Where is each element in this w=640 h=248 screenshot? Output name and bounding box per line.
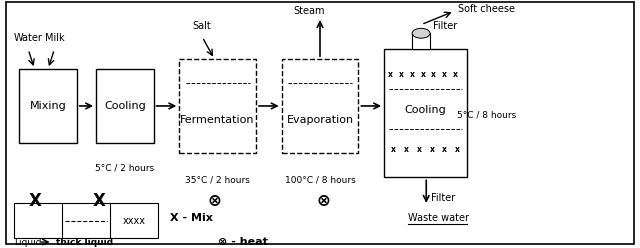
Text: 100°C / 8 hours: 100°C / 8 hours [285,175,355,185]
Bar [19,69,77,143]
Text: ⊗ - heat: ⊗ - heat [218,237,268,247]
Text: x: x [417,145,422,154]
Text: Mixing: Mixing [29,101,67,111]
Text: X: X [93,192,106,210]
Text: Liquid: Liquid [14,238,42,247]
Text: Steam: Steam [293,6,325,16]
Text: x: x [442,145,447,154]
Bar [96,69,154,143]
Text: Fermentation: Fermentation [180,115,255,125]
Text: x: x [420,70,426,79]
Text: Salt: Salt [193,21,212,31]
Text: Filter: Filter [431,193,455,203]
Text: xxxx: xxxx [123,216,145,226]
Text: Evaporation: Evaporation [287,115,353,125]
Bar [282,59,358,153]
Text: x: x [410,70,415,79]
Bar [384,49,467,177]
Ellipse shape [412,28,430,38]
Text: x: x [399,70,404,79]
Bar [14,203,158,238]
Text: Milk: Milk [45,33,64,43]
Text: x: x [429,145,435,154]
Text: thick liquid: thick liquid [56,238,113,247]
Text: X - Mix: X - Mix [170,213,212,223]
Text: 35°C / 2 hours: 35°C / 2 hours [185,175,250,185]
Text: x: x [453,70,458,79]
Text: x: x [442,70,447,79]
Text: Filter: Filter [433,21,457,31]
Text: ⊗: ⊗ [316,192,330,210]
Bar [179,59,256,153]
Text: Cooling: Cooling [104,101,146,111]
Text: 5°C / 8 hours: 5°C / 8 hours [457,110,516,119]
Text: Cooling: Cooling [404,104,447,115]
Text: Soft cheese: Soft cheese [458,4,515,14]
Bar [412,33,430,49]
Text: x: x [404,145,409,154]
Text: Water: Water [13,33,43,43]
Text: x: x [455,145,460,154]
Text: Waste water: Waste water [408,213,469,223]
Text: x: x [431,70,436,79]
Text: ⊗: ⊗ [207,192,221,210]
Text: x: x [388,70,393,79]
Text: x: x [391,145,396,154]
Text: 5°C / 2 hours: 5°C / 2 hours [95,163,154,172]
Text: X: X [29,192,42,210]
